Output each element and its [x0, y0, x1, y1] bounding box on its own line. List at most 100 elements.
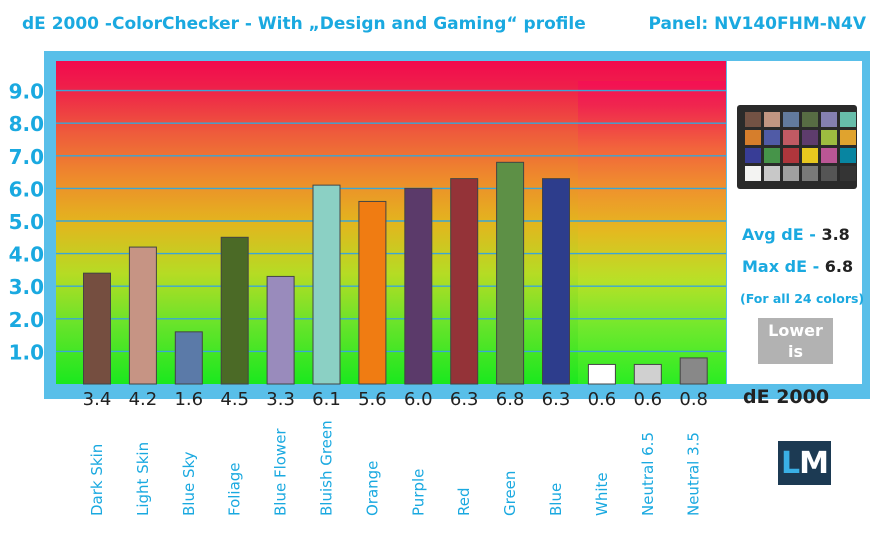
stats-note: (For all 24 colors)	[740, 291, 865, 306]
checker-patch	[840, 112, 856, 127]
category-labels: Dark Skin Light Skin Blue Sky Foliage Blue F…	[88, 420, 703, 516]
checker-patch	[821, 166, 837, 181]
avg-de-value: 3.8	[821, 225, 850, 244]
checker-patch	[783, 112, 799, 127]
checker-patch	[840, 148, 856, 163]
category-label: Bluish Green	[318, 420, 336, 516]
value-label: 0.6	[588, 389, 617, 410]
value-label: 6.0	[404, 389, 433, 410]
value-label: 6.1	[312, 389, 341, 410]
checker-patch	[840, 166, 856, 181]
checker-patch	[821, 112, 837, 127]
category-label: Purple	[409, 469, 427, 516]
bar	[496, 161, 525, 385]
checker-patch	[783, 166, 799, 181]
value-label: 6.8	[496, 389, 525, 410]
bar	[633, 363, 662, 385]
value-label: 5.6	[358, 389, 387, 410]
bar	[266, 275, 295, 385]
checker-patch	[764, 148, 780, 163]
checker-patch	[764, 166, 780, 181]
category-label: Orange	[363, 461, 381, 516]
value-label: 0.6	[633, 389, 662, 410]
checker-patch	[821, 130, 837, 145]
bar	[83, 272, 111, 385]
y-tick-label: 1.0	[9, 340, 44, 364]
bar	[312, 184, 341, 385]
category-label: Green	[501, 471, 519, 516]
checker-patch	[783, 148, 799, 163]
value-label: 3.3	[266, 389, 295, 410]
checker-patch	[802, 112, 818, 127]
checker-patch	[745, 148, 761, 163]
checker-patch	[840, 130, 856, 145]
value-label: 4.5	[220, 389, 249, 410]
bar	[174, 331, 203, 385]
plot-area	[56, 61, 726, 384]
checker-patch	[802, 130, 818, 145]
colorchecker-chart-icon	[737, 105, 857, 189]
avg-de-label: Avg dE -	[742, 225, 822, 244]
y-tick-label: 4.0	[9, 243, 44, 267]
checker-patch	[821, 148, 837, 163]
bar	[450, 178, 479, 385]
bar	[679, 357, 708, 385]
bar	[404, 187, 433, 385]
avg-de: Avg dE - 3.8	[742, 225, 850, 244]
checker-patch	[783, 130, 799, 145]
category-label: Dark Skin	[88, 444, 106, 516]
value-labels: 3.4 4.2 1.6 4.5 3.3 6.1 5.6 6.0 6.3 6.8 6.3 0.6 0.6 0…	[83, 389, 708, 410]
category-label: Light Skin	[134, 442, 152, 516]
lower-line1: Lower is	[768, 321, 823, 361]
category-label: Foliage	[226, 462, 244, 516]
plot-gradient-neutrals	[578, 81, 726, 384]
bar	[587, 363, 616, 385]
checker-patch	[745, 130, 761, 145]
value-label: 0.8	[679, 389, 708, 410]
category-label: Blue	[547, 483, 565, 516]
max-de-label: Max dE -	[742, 257, 825, 276]
logo-letter-l: L	[781, 445, 800, 481]
panel-label: Panel: NV140FHM-N4V	[648, 14, 866, 34]
y-tick-label: 9.0	[9, 80, 44, 104]
unit-label: dE 2000	[743, 386, 830, 408]
y-tick-label: 5.0	[9, 210, 44, 234]
value-label: 3.4	[83, 389, 112, 410]
checker-patch	[764, 112, 780, 127]
value-label: 1.6	[174, 389, 203, 410]
value-label: 6.3	[542, 389, 571, 410]
gridlines	[56, 89, 726, 353]
bars	[83, 161, 708, 385]
checker-patch	[745, 112, 761, 127]
bar	[128, 246, 157, 385]
chart-title: dE 2000 -ColorChecker - With „Design and…	[22, 14, 586, 34]
checker-patch	[802, 166, 818, 181]
category-label: Blue Flower	[272, 428, 290, 516]
bar	[542, 178, 570, 385]
y-tick-label: 3.0	[9, 275, 44, 299]
category-label: Neutral 3.5	[685, 432, 703, 516]
max-de-value: 6.8	[824, 257, 854, 276]
bar	[358, 200, 387, 385]
y-tick-label: 2.0	[9, 308, 44, 332]
bar	[220, 236, 249, 385]
y-tick-labels: 1.0 2.0 3.0 4.0 5.0 6.0 7.0 8.0 9.0	[9, 80, 44, 365]
lower-is-better-badge: Lower is better	[758, 318, 833, 382]
y-tick-label: 6.0	[9, 177, 44, 201]
y-tick-label: 8.0	[9, 112, 44, 136]
value-label: 6.3	[450, 389, 479, 410]
checker-patch	[764, 130, 780, 145]
category-label: White	[593, 472, 611, 516]
category-label: Red	[455, 488, 473, 517]
max-de: Max dE - 6.8	[742, 257, 853, 276]
value-label: 4.2	[129, 389, 158, 410]
lower-line2: better	[767, 363, 824, 382]
category-label: Neutral 6.5	[639, 432, 657, 516]
logo-letter-m: M	[799, 445, 829, 481]
y-tick-label: 7.0	[9, 145, 44, 169]
checker-patch	[802, 148, 818, 163]
checker-patch	[745, 166, 761, 181]
category-label: Blue Sky	[180, 451, 198, 516]
